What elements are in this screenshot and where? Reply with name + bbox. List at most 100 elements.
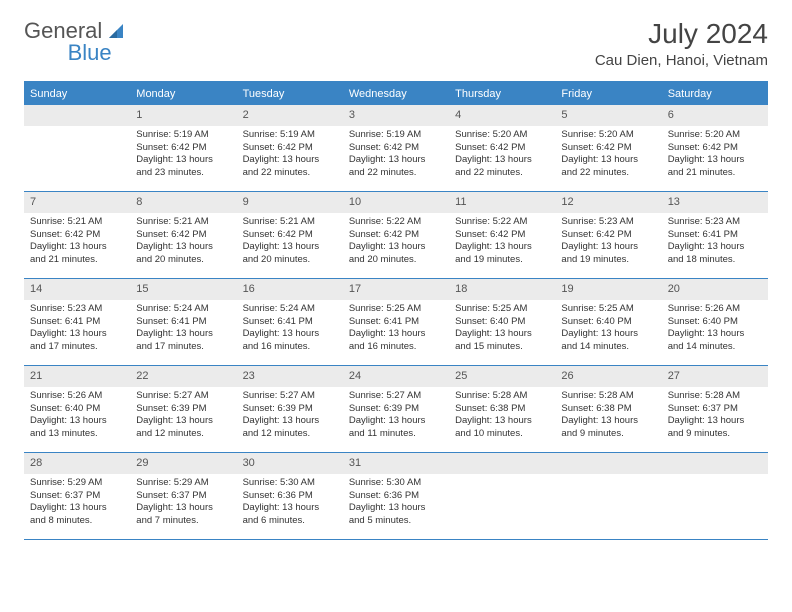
day-cell: 12Sunrise: 5:23 AMSunset: 6:42 PMDayligh… — [555, 192, 661, 278]
day-cell: 10Sunrise: 5:22 AMSunset: 6:42 PMDayligh… — [343, 192, 449, 278]
day-line-daylight2: and 14 minutes. — [561, 341, 655, 354]
day-line-daylight2: and 19 minutes. — [455, 254, 549, 267]
day-content — [24, 126, 130, 134]
day-content: Sunrise: 5:19 AMSunset: 6:42 PMDaylight:… — [130, 126, 236, 185]
day-cell: 5Sunrise: 5:20 AMSunset: 6:42 PMDaylight… — [555, 105, 661, 191]
day-number — [24, 105, 130, 126]
day-line-sunset: Sunset: 6:41 PM — [243, 316, 337, 329]
day-number: 25 — [449, 366, 555, 387]
month-title: July 2024 — [595, 18, 768, 50]
day-number: 9 — [237, 192, 343, 213]
day-line-daylight1: Daylight: 13 hours — [455, 154, 549, 167]
day-line-daylight2: and 14 minutes. — [668, 341, 762, 354]
day-line-sunrise: Sunrise: 5:19 AM — [243, 129, 337, 142]
day-number: 18 — [449, 279, 555, 300]
day-line-daylight2: and 12 minutes. — [243, 428, 337, 441]
day-number: 1 — [130, 105, 236, 126]
day-line-daylight2: and 7 minutes. — [136, 515, 230, 528]
day-content: Sunrise: 5:20 AMSunset: 6:42 PMDaylight:… — [662, 126, 768, 185]
day-number: 6 — [662, 105, 768, 126]
day-line-daylight2: and 13 minutes. — [30, 428, 124, 441]
day-number: 19 — [555, 279, 661, 300]
day-cell: 4 Sunrise: 5:20 AMSunset: 6:42 PMDaylight… — [449, 105, 555, 191]
day-line-sunset: Sunset: 6:42 PM — [136, 142, 230, 155]
day-line-daylight1: Daylight: 13 hours — [243, 415, 337, 428]
logo-text-blue: Blue — [68, 40, 112, 66]
day-line-daylight2: and 9 minutes. — [668, 428, 762, 441]
day-content: Sunrise: 5:30 AMSunset: 6:36 PMDaylight:… — [343, 474, 449, 533]
day-content: Sunrise: 5:28 AMSunset: 6:37 PMDaylight:… — [662, 387, 768, 446]
day-line-sunrise: Sunrise: 5:25 AM — [561, 303, 655, 316]
day-line-daylight1: Daylight: 13 hours — [243, 502, 337, 515]
day-cell: 18Sunrise: 5:25 AMSunset: 6:40 PMDayligh… — [449, 279, 555, 365]
day-cell: 1Sunrise: 5:19 AMSunset: 6:42 PMDaylight… — [130, 105, 236, 191]
day-line-sunset: Sunset: 6:39 PM — [349, 403, 443, 416]
day-cell: 17Sunrise: 5:25 AMSunset: 6:41 PMDayligh… — [343, 279, 449, 365]
day-line-daylight2: and 20 minutes. — [349, 254, 443, 267]
day-content: Sunrise: 5:27 AMSunset: 6:39 PMDaylight:… — [343, 387, 449, 446]
day-number: 30 — [237, 453, 343, 474]
day-header: Tuesday — [237, 83, 343, 105]
day-line-sunset: Sunset: 6:42 PM — [30, 229, 124, 242]
day-number: 14 — [24, 279, 130, 300]
day-line-daylight1: Daylight: 13 hours — [561, 415, 655, 428]
day-line-daylight1: Daylight: 13 hours — [561, 241, 655, 254]
day-line-daylight1: Daylight: 13 hours — [668, 154, 762, 167]
day-number: 21 — [24, 366, 130, 387]
day-number: 23 — [237, 366, 343, 387]
day-cell: 20Sunrise: 5:26 AMSunset: 6:40 PMDayligh… — [662, 279, 768, 365]
day-header: Monday — [130, 83, 236, 105]
day-number: 4 — [449, 105, 555, 126]
day-line-sunset: Sunset: 6:39 PM — [243, 403, 337, 416]
day-header: Sunday — [24, 83, 130, 105]
day-line-sunset: Sunset: 6:42 PM — [243, 142, 337, 155]
day-line-sunset: Sunset: 6:42 PM — [136, 229, 230, 242]
day-line-daylight1: Daylight: 13 hours — [243, 241, 337, 254]
day-cell: 7Sunrise: 5:21 AMSunset: 6:42 PMDaylight… — [24, 192, 130, 278]
day-cell: 25Sunrise: 5:28 AMSunset: 6:38 PMDayligh… — [449, 366, 555, 452]
title-block: July 2024 Cau Dien, Hanoi, Vietnam — [595, 18, 768, 69]
day-cell — [24, 105, 130, 191]
day-line-sunrise: Sunrise: 5:23 AM — [561, 216, 655, 229]
day-line-sunset: Sunset: 6:42 PM — [455, 229, 549, 242]
day-cell: 6Sunrise: 5:20 AMSunset: 6:42 PMDaylight… — [662, 105, 768, 191]
day-content: Sunrise: 5:29 AMSunset: 6:37 PMDaylight:… — [130, 474, 236, 533]
day-line-sunset: Sunset: 6:42 PM — [561, 142, 655, 155]
day-line-sunrise: Sunrise: 5:30 AM — [243, 477, 337, 490]
day-line-sunrise: Sunrise: 5:19 AM — [349, 129, 443, 142]
day-line-sunset: Sunset: 6:42 PM — [455, 142, 549, 155]
day-line-daylight2: and 21 minutes. — [668, 167, 762, 180]
day-content: Sunrise: 5:19 AMSunset: 6:42 PMDaylight:… — [343, 126, 449, 185]
day-cell: 11Sunrise: 5:22 AMSunset: 6:42 PMDayligh… — [449, 192, 555, 278]
day-header: Friday — [555, 83, 661, 105]
day-content: Sunrise: 5:21 AMSunset: 6:42 PMDaylight:… — [130, 213, 236, 272]
day-line-sunset: Sunset: 6:42 PM — [349, 229, 443, 242]
day-line-daylight1: Daylight: 13 hours — [349, 328, 443, 341]
day-cell: 24Sunrise: 5:27 AMSunset: 6:39 PMDayligh… — [343, 366, 449, 452]
day-line-daylight2: and 6 minutes. — [243, 515, 337, 528]
day-line-sunset: Sunset: 6:36 PM — [349, 490, 443, 503]
day-line-sunrise: Sunrise: 5:27 AM — [349, 390, 443, 403]
day-line-sunrise: Sunrise: 5:20 AM — [455, 129, 549, 142]
day-line-daylight2: and 20 minutes. — [243, 254, 337, 267]
day-line-sunrise: Sunrise: 5:27 AM — [243, 390, 337, 403]
day-cell: 29Sunrise: 5:29 AMSunset: 6:37 PMDayligh… — [130, 453, 236, 539]
day-content: Sunrise: 5:23 AMSunset: 6:42 PMDaylight:… — [555, 213, 661, 272]
day-number: 2 — [237, 105, 343, 126]
day-line-sunrise: Sunrise: 5:27 AM — [136, 390, 230, 403]
day-line-sunrise: Sunrise: 5:26 AM — [30, 390, 124, 403]
day-line-daylight2: and 10 minutes. — [455, 428, 549, 441]
day-line-daylight1: Daylight: 13 hours — [136, 502, 230, 515]
day-line-daylight2: and 11 minutes. — [349, 428, 443, 441]
logo-sail-icon — [107, 22, 127, 40]
day-line-sunrise: Sunrise: 5:22 AM — [455, 216, 549, 229]
day-line-daylight1: Daylight: 13 hours — [349, 415, 443, 428]
day-number: 3 — [343, 105, 449, 126]
day-cell — [662, 453, 768, 539]
day-line-daylight1: Daylight: 13 hours — [668, 328, 762, 341]
day-line-sunset: Sunset: 6:39 PM — [136, 403, 230, 416]
day-line-sunrise: Sunrise: 5:28 AM — [561, 390, 655, 403]
day-line-daylight1: Daylight: 13 hours — [349, 241, 443, 254]
day-line-daylight1: Daylight: 13 hours — [136, 328, 230, 341]
day-cell: 19Sunrise: 5:25 AMSunset: 6:40 PMDayligh… — [555, 279, 661, 365]
